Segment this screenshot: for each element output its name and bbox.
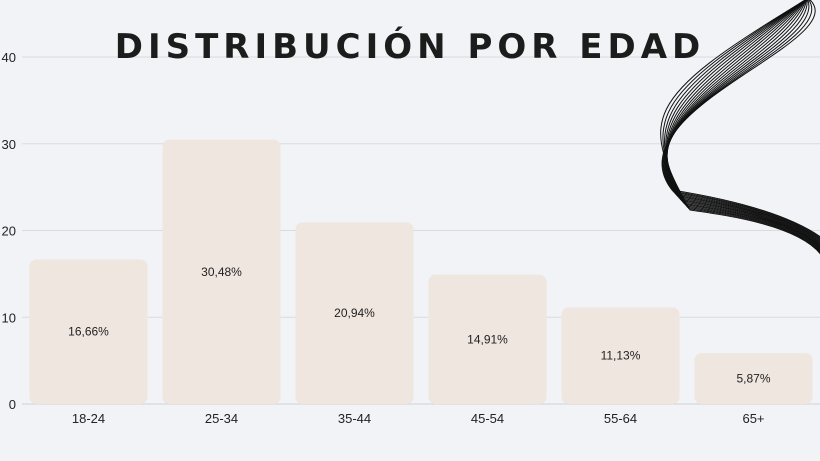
x-category-label: 45-54 — [471, 411, 504, 426]
x-category-label: 65+ — [742, 411, 764, 426]
bar — [561, 307, 680, 404]
wave-line — [666, 0, 820, 246]
bar-value-label: 14,91% — [467, 332, 508, 346]
chart-title: DISTRIBUCIÓN POR EDAD — [115, 26, 706, 67]
bar-value-label: 16,66% — [68, 325, 109, 339]
bar-value-label: 11,13% — [601, 349, 641, 363]
x-category-label: 35-44 — [338, 411, 371, 426]
bar-value-label: 20,94% — [334, 306, 375, 320]
bar-value-label: 5,87% — [736, 372, 770, 386]
y-tick-label: 40 — [2, 50, 16, 65]
wave-line — [664, 0, 820, 242]
x-category-label: 25-34 — [205, 411, 238, 426]
bar-value-label: 30,48% — [201, 265, 242, 279]
y-tick-label: 30 — [2, 137, 16, 152]
wave-line — [660, 1, 820, 255]
wave-line — [662, 0, 820, 239]
wave-line — [665, 0, 820, 245]
decorative-wave-lines — [660, 0, 820, 255]
bar — [694, 353, 813, 404]
bar — [295, 222, 414, 404]
bar — [29, 259, 148, 404]
y-tick-label: 0 — [9, 397, 16, 412]
wave-line — [665, 0, 820, 244]
bar — [162, 139, 281, 404]
bar — [428, 274, 547, 404]
wave-line — [661, 0, 820, 238]
x-category-label: 55-64 — [604, 411, 637, 426]
y-tick-label: 10 — [2, 310, 16, 325]
y-tick-label: 20 — [2, 224, 16, 239]
x-category-label: 18-24 — [72, 411, 105, 426]
